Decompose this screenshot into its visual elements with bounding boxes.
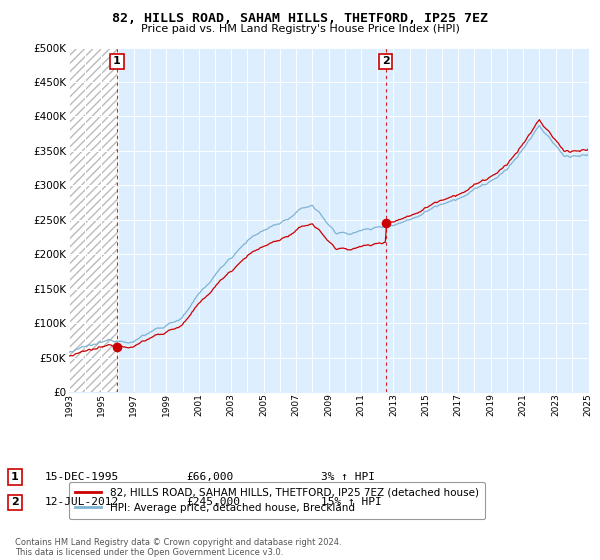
Text: 1: 1 bbox=[11, 472, 19, 482]
Text: 82, HILLS ROAD, SAHAM HILLS, THETFORD, IP25 7EZ: 82, HILLS ROAD, SAHAM HILLS, THETFORD, I… bbox=[112, 12, 488, 25]
Point bbox=[381, 219, 391, 228]
Text: 15-DEC-1995: 15-DEC-1995 bbox=[45, 472, 119, 482]
Point bbox=[112, 342, 122, 351]
Text: Contains HM Land Registry data © Crown copyright and database right 2024.
This d: Contains HM Land Registry data © Crown c… bbox=[15, 538, 341, 557]
Text: 3% ↑ HPI: 3% ↑ HPI bbox=[321, 472, 375, 482]
Text: 2: 2 bbox=[382, 57, 389, 67]
Text: 12-JUL-2012: 12-JUL-2012 bbox=[45, 497, 119, 507]
Text: 2: 2 bbox=[11, 497, 19, 507]
Text: 15% ↑ HPI: 15% ↑ HPI bbox=[321, 497, 382, 507]
Text: Price paid vs. HM Land Registry's House Price Index (HPI): Price paid vs. HM Land Registry's House … bbox=[140, 24, 460, 34]
Legend: 82, HILLS ROAD, SAHAM HILLS, THETFORD, IP25 7EZ (detached house), HPI: Average p: 82, HILLS ROAD, SAHAM HILLS, THETFORD, I… bbox=[69, 482, 485, 519]
Text: £66,000: £66,000 bbox=[186, 472, 233, 482]
Text: £245,000: £245,000 bbox=[186, 497, 240, 507]
Text: 1: 1 bbox=[113, 57, 121, 67]
